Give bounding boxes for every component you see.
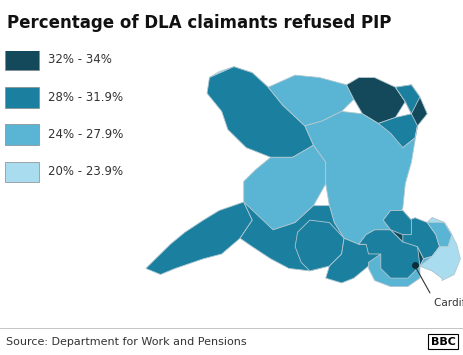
Polygon shape (268, 75, 353, 126)
Text: Percentage of DLA claimants refused PIP: Percentage of DLA claimants refused PIP (7, 15, 390, 32)
Polygon shape (398, 242, 423, 266)
Polygon shape (368, 254, 419, 286)
Polygon shape (358, 230, 402, 259)
Polygon shape (346, 77, 404, 124)
Polygon shape (304, 111, 417, 244)
Polygon shape (358, 230, 419, 278)
Bar (5, 162, 39, 182)
Bar (5, 124, 39, 145)
Bar (5, 49, 39, 70)
Polygon shape (243, 145, 325, 230)
Polygon shape (382, 211, 411, 242)
Polygon shape (206, 67, 313, 157)
Polygon shape (419, 247, 451, 278)
Polygon shape (426, 218, 451, 247)
Text: 24% - 27.9%: 24% - 27.9% (48, 128, 123, 141)
Bar (5, 87, 39, 108)
Text: BBC: BBC (430, 337, 455, 347)
Text: 28% - 31.9%: 28% - 31.9% (48, 91, 123, 104)
Polygon shape (239, 202, 344, 271)
Polygon shape (145, 202, 252, 274)
Text: Source: Department for Work and Pensions: Source: Department for Work and Pensions (6, 337, 246, 347)
Polygon shape (382, 211, 411, 235)
Polygon shape (325, 238, 380, 283)
Text: 20% - 23.9%: 20% - 23.9% (48, 165, 123, 179)
Polygon shape (209, 67, 268, 102)
Polygon shape (402, 218, 438, 259)
Polygon shape (394, 85, 426, 126)
Polygon shape (377, 85, 419, 148)
Polygon shape (419, 218, 459, 280)
Text: Cardiff 33.5%: Cardiff 33.5% (433, 298, 463, 308)
Polygon shape (294, 220, 344, 271)
Text: 32% - 34%: 32% - 34% (48, 53, 112, 66)
